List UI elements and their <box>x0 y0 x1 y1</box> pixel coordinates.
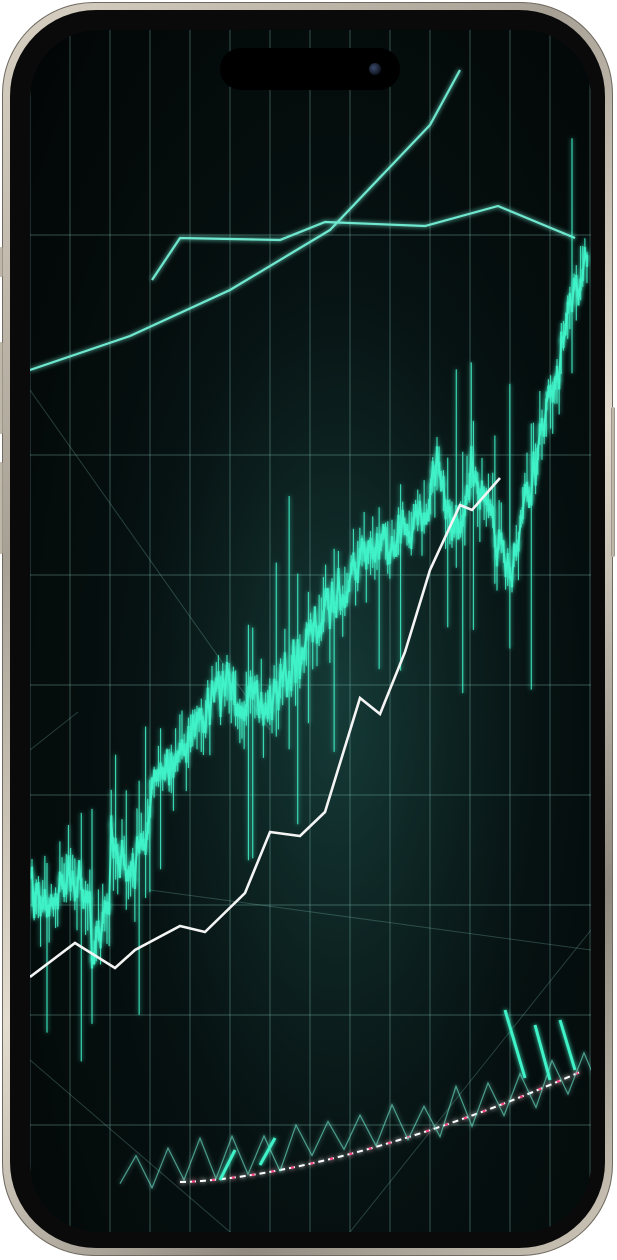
mini-bar <box>558 1019 577 1071</box>
chart-artwork <box>30 30 591 1232</box>
volume-down-button <box>0 462 3 554</box>
volume-up-button <box>0 342 3 434</box>
upper-plateau-line <box>151 204 576 281</box>
mini-bar <box>258 1137 277 1166</box>
mini-bar <box>218 1149 237 1181</box>
mini-zigzag-line <box>119 1051 591 1190</box>
white-trend-line <box>30 477 501 979</box>
price-line <box>31 252 588 963</box>
mini-bar <box>503 1009 527 1079</box>
action-button <box>0 247 3 277</box>
phone-screen <box>30 30 591 1232</box>
upper-trend-line <box>30 69 461 372</box>
power-button <box>611 407 615 557</box>
mini-chart <box>119 1009 591 1190</box>
front-camera-icon <box>369 63 381 75</box>
mini-bar <box>533 1024 552 1081</box>
mini-trend-line <box>179 1071 581 1183</box>
